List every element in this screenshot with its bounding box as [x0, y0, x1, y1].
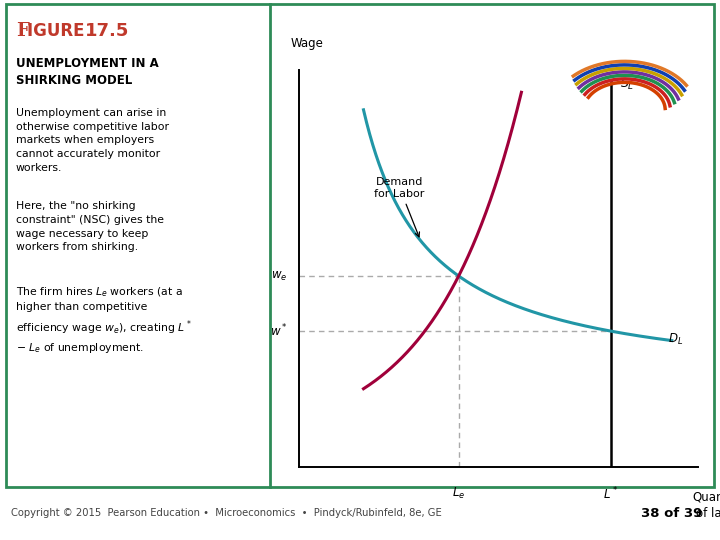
Text: $S_L$: $S_L$ [621, 77, 634, 92]
Text: IGURE: IGURE [27, 22, 91, 40]
Text: UNEMPLOYMENT IN A
SHIRKING MODEL: UNEMPLOYMENT IN A SHIRKING MODEL [16, 57, 158, 86]
Text: Wage: Wage [291, 37, 324, 50]
Text: 38 of 39: 38 of 39 [641, 507, 702, 520]
Text: Unemployment can arise in
otherwise competitive labor
markets when employers
can: Unemployment can arise in otherwise comp… [16, 108, 168, 172]
Text: Here, the "no shirking
constraint" (NSC) gives the
wage necessary to keep
worker: Here, the "no shirking constraint" (NSC)… [16, 201, 164, 252]
Text: 17.5: 17.5 [85, 22, 130, 40]
Text: No-Shirking
Constraint
(NSC): No-Shirking Constraint (NSC) [0, 539, 1, 540]
Text: Quantity
of labor: Quantity of labor [693, 491, 720, 520]
Text: $w^*$: $w^*$ [269, 323, 287, 340]
Text: $w_e$: $w_e$ [271, 269, 287, 282]
Text: Copyright © 2015  Pearson Education •  Microeconomics  •  Pindyck/Rubinfeld, 8e,: Copyright © 2015 Pearson Education • Mic… [11, 508, 441, 518]
Text: The firm hires $L_e$ workers (at a
higher than competitive
efficiency wage $w_e$: The firm hires $L_e$ workers (at a highe… [16, 285, 192, 355]
Text: F: F [16, 22, 29, 40]
Text: $D_L$: $D_L$ [668, 332, 683, 347]
Text: $L_e$: $L_e$ [452, 485, 465, 501]
Text: Demand
for Labor: Demand for Labor [374, 177, 425, 237]
Text: $L^*$: $L^*$ [603, 485, 618, 502]
